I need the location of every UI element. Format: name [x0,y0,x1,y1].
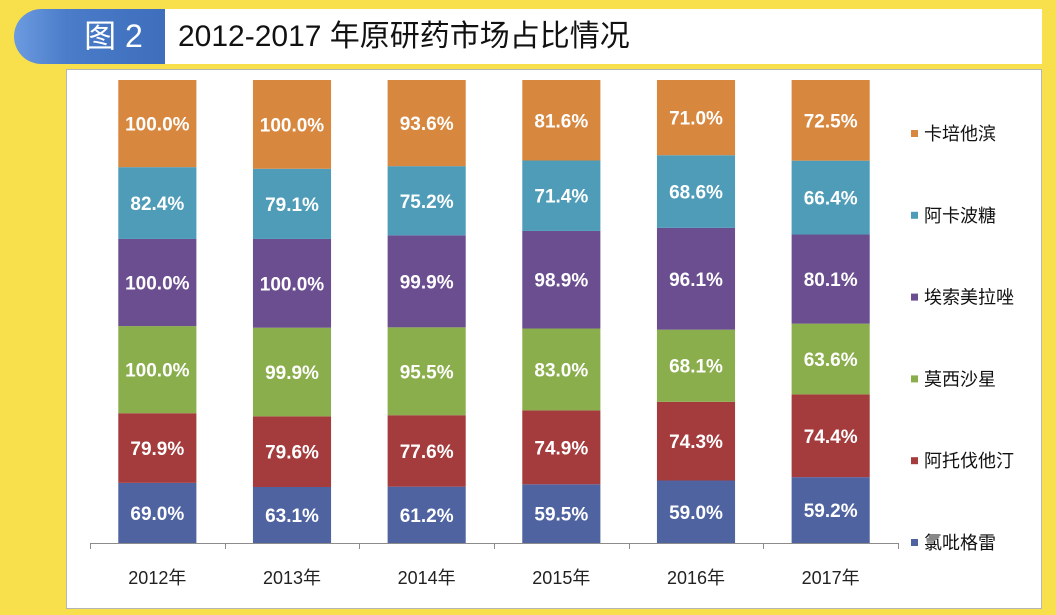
bar-segment [522,160,601,231]
bar-segment [522,410,601,485]
x-tick-label: 2015年 [532,568,590,588]
bar-segment [252,327,332,417]
data-label: 80.1% [804,270,858,291]
bar-segment [387,166,466,236]
bar-segment [387,80,466,167]
data-label: 79.1% [265,195,319,216]
data-label: 100.0% [260,115,325,136]
bar-segment [656,329,736,402]
data-label: 81.6% [534,111,588,132]
data-label: 98.9% [534,271,588,292]
bar-segment [118,482,197,543]
bar-segment [791,477,870,543]
x-tick-label: 2013年 [263,568,321,588]
legend-marker [911,211,918,219]
data-label: 95.5% [400,362,454,383]
bar-segment [387,486,466,543]
bar-segment [252,80,332,169]
figure-badge: 图 2 [14,9,165,64]
data-label: 69.0% [130,504,184,525]
data-label: 83.0% [534,360,588,381]
bar-segment [387,235,466,328]
data-label: 72.5% [804,111,858,132]
data-label: 74.4% [804,427,858,448]
data-label: 59.2% [804,501,858,522]
data-label: 77.6% [400,442,454,463]
bar-segment [118,80,197,168]
data-label: 82.4% [130,194,184,215]
chart-title: 2012-2017 年原研药市场占比情况 [178,20,630,53]
x-tick-label: 2016年 [667,568,725,588]
data-label: 74.3% [669,432,723,453]
legend-marker [911,375,918,383]
data-label: 68.1% [669,357,723,378]
data-label: 74.9% [534,438,588,459]
x-tick-label: 2017年 [802,568,860,588]
bar-segment [791,323,870,395]
bar-segment [387,327,466,416]
legend-label: 莫西沙星 [924,369,996,389]
data-label: 100.0% [125,274,190,295]
data-label: 93.6% [400,114,454,135]
bar-segment [118,326,197,414]
bar-segment [118,238,197,327]
data-label: 71.0% [669,109,723,130]
bar-segment [791,234,870,324]
bar-segment [656,227,736,330]
legend-marker [911,130,918,137]
bar-segment [522,484,601,543]
data-label: 59.5% [534,505,588,526]
data-label: 61.2% [400,506,454,527]
bar-segment [656,80,736,156]
data-label: 79.9% [130,439,184,460]
bar-segment [387,415,466,487]
bar-segment [522,328,601,411]
title-bar [160,9,1042,64]
x-tick-label: 2014年 [398,568,456,588]
x-tick-label: 2012年 [128,568,186,588]
data-label: 68.6% [669,183,723,204]
legend-label: 卡培他滨 [924,124,996,144]
data-label: 63.1% [265,506,319,527]
legend-marker [911,457,918,465]
bar-segment [118,167,197,239]
bar-segment [791,394,870,478]
legend-label: 阿托伐他汀 [924,451,1014,471]
data-label: 100.0% [125,361,190,382]
legend-label: 氯吡格雷 [924,533,996,553]
legend-label: 阿卡波糖 [924,206,996,226]
bar-segment [118,413,197,483]
bar-segment [656,480,736,543]
data-label: 63.6% [804,350,858,371]
data-label: 96.1% [669,270,723,291]
data-label: 59.0% [669,503,723,524]
data-label: 99.9% [400,272,454,293]
data-label: 99.9% [265,363,319,384]
bar-segment [791,80,870,161]
data-label: 71.4% [534,187,588,208]
data-label: 100.0% [125,115,190,136]
legend-marker [911,293,918,301]
data-label: 79.6% [265,443,319,464]
data-label: 66.4% [804,189,858,210]
bar-segment [791,160,870,235]
bar-segment [656,155,736,228]
legend-label: 埃索美拉唑 [924,288,1014,308]
bar-segment [252,168,332,239]
bar-segment [252,238,332,328]
bar-segment [522,230,601,329]
legend-marker [911,539,918,546]
bar-segment [522,80,601,161]
bar-segment [252,486,332,543]
bar-segment [656,401,736,481]
data-label: 75.2% [400,192,454,213]
bar-segment [252,416,332,487]
data-label: 100.0% [260,274,325,295]
